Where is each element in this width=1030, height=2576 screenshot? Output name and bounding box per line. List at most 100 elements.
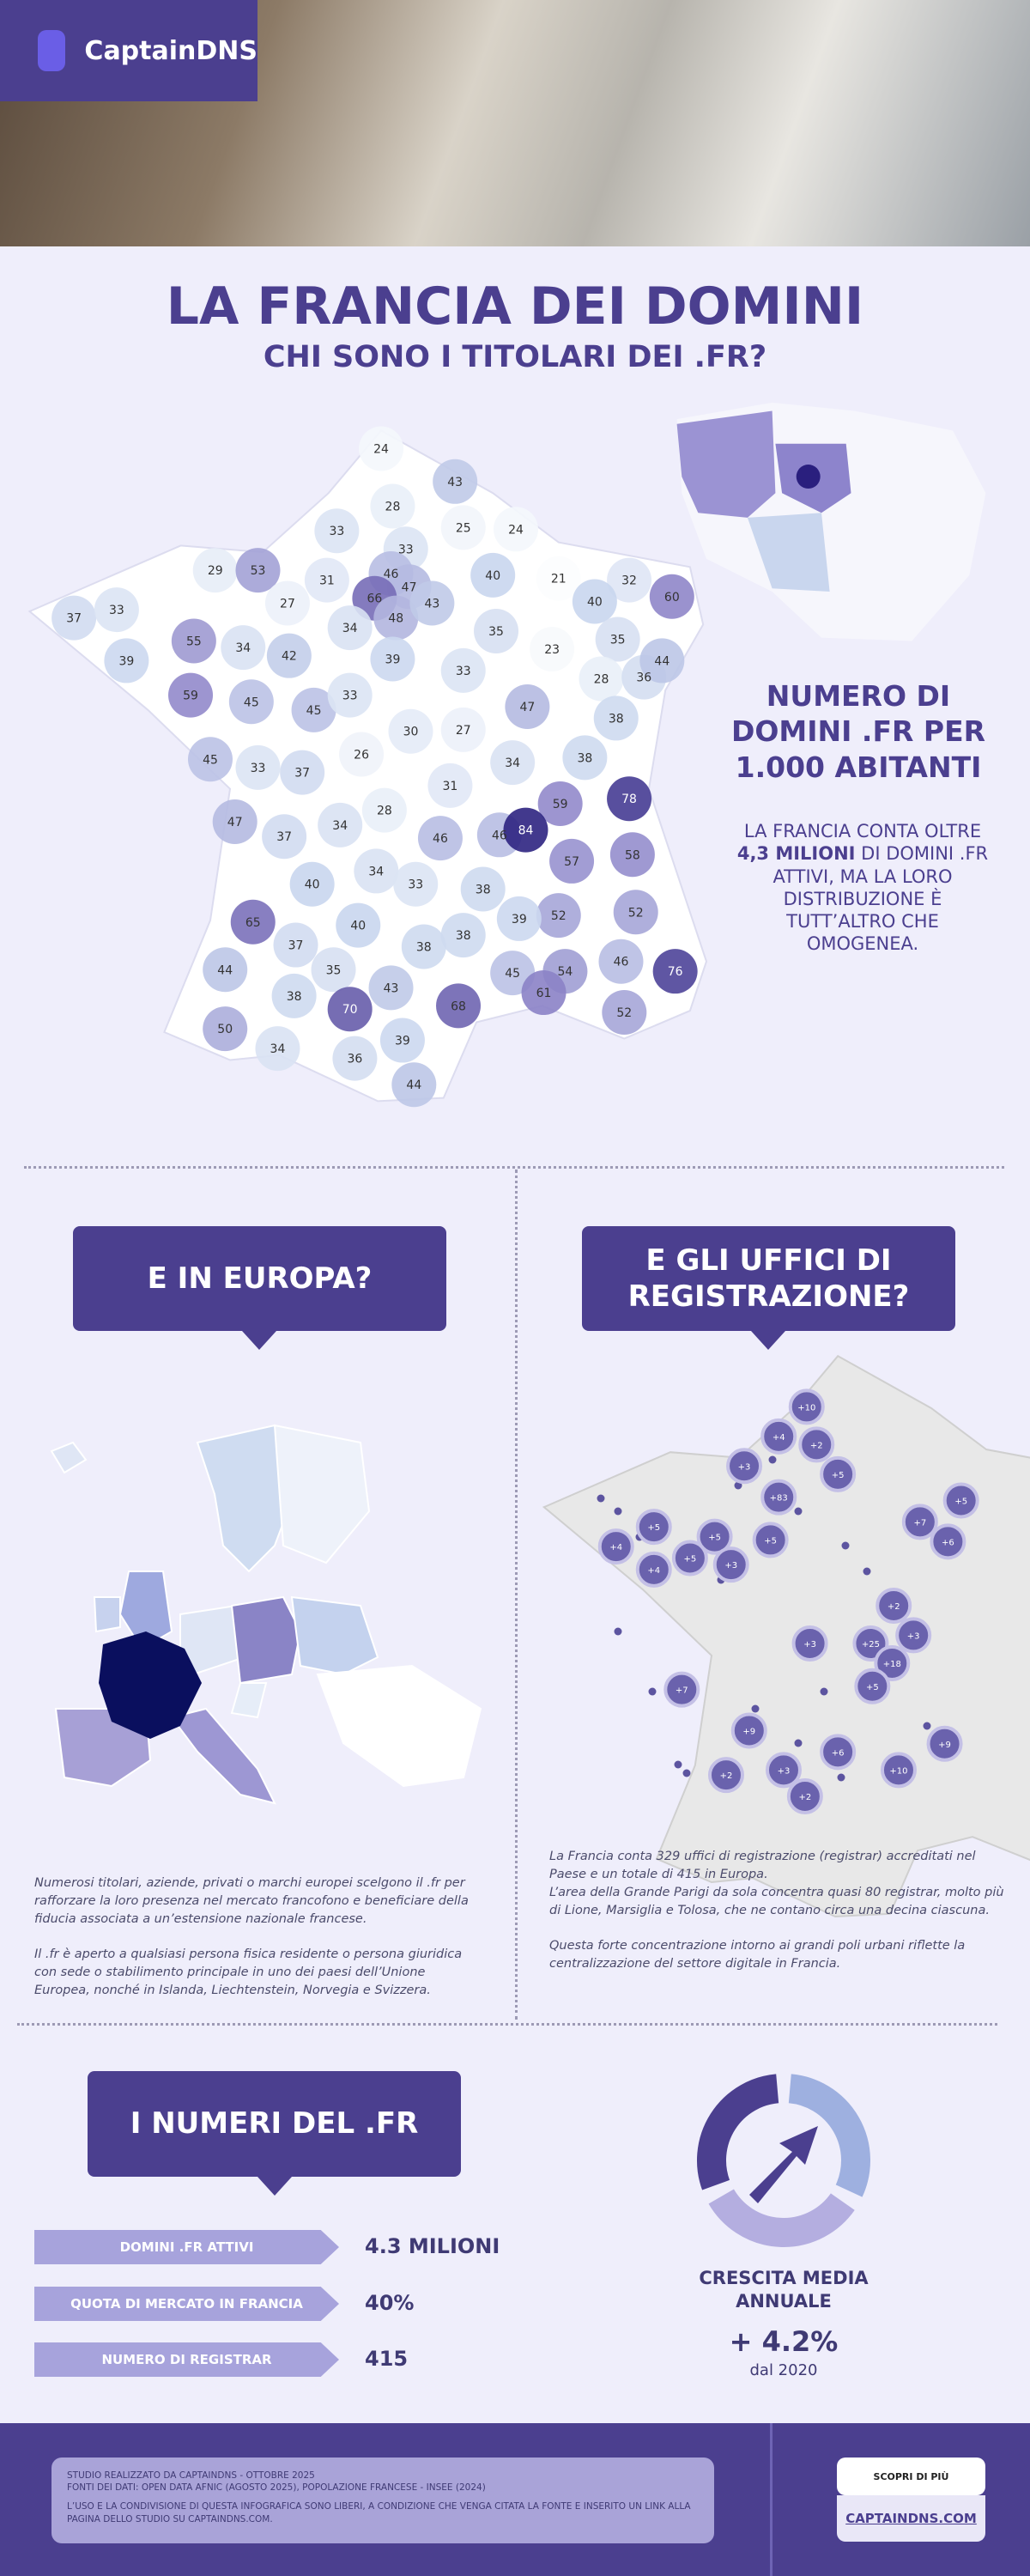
footer-credits: STUDIO REALIZZATO DA CAPTAINDNS - OTTOBR… — [52, 2458, 714, 2543]
department — [212, 799, 258, 844]
registrar-bubble — [820, 1734, 857, 1771]
department-label: 44 — [654, 654, 670, 668]
department — [530, 627, 575, 672]
department — [187, 737, 233, 782]
registrar-bubble-label: +6 — [832, 1748, 845, 1758]
registrar-bubble-label: +3 — [738, 1462, 751, 1472]
registrar-bubble-label: +9 — [938, 1741, 951, 1750]
registrar-dot — [648, 1687, 657, 1696]
department-label: 34 — [235, 641, 251, 655]
footer-line: L’USO E LA CONDIVISIONE DI QUESTA INFOGR… — [67, 2501, 691, 2524]
department-label: 76 — [668, 965, 683, 979]
country — [230, 1682, 268, 1719]
department — [536, 556, 581, 601]
department — [537, 781, 583, 826]
department-label: 40 — [350, 920, 366, 933]
department — [327, 987, 373, 1032]
department — [370, 483, 415, 529]
registrar-bubble — [726, 1448, 763, 1485]
registrar-bubble-label: +3 — [778, 1766, 791, 1776]
row-value: 40% — [365, 2291, 415, 2315]
registrar-dot — [768, 1455, 777, 1464]
department-label: 48 — [388, 612, 403, 626]
department — [332, 1036, 378, 1081]
department-label: 27 — [456, 724, 471, 738]
department — [368, 965, 414, 1011]
registrar-bubble — [707, 1757, 744, 1794]
cta-button[interactable]: SCOPRI DI PIÙ — [837, 2458, 985, 2495]
row-label: DOMINI .FR ATTIVI — [34, 2230, 339, 2264]
europe-text: Numerosi titolari, aziende, privati o ma… — [34, 1874, 481, 2017]
department-label: 68 — [451, 999, 466, 1013]
registrar-bubble — [895, 1617, 932, 1654]
registrar-bubble-label: +10 — [889, 1766, 907, 1776]
europe-heading: E IN EUROPA? — [73, 1226, 446, 1331]
department — [490, 740, 536, 786]
growth-arrow — [749, 2126, 818, 2203]
department — [440, 913, 486, 958]
department — [314, 508, 360, 554]
department-label: 39 — [385, 653, 401, 667]
department — [639, 638, 685, 683]
department — [607, 557, 652, 603]
department-label: 55 — [186, 635, 202, 648]
department — [503, 807, 548, 853]
department — [271, 973, 317, 1018]
country-france — [99, 1631, 202, 1739]
department-label: 28 — [377, 805, 392, 818]
department — [280, 750, 325, 795]
department — [652, 949, 698, 994]
department-label: 60 — [664, 591, 680, 605]
registrar-bubble — [942, 1482, 979, 1519]
paragraph: Numerosi titolari, aziende, privati o ma… — [34, 1876, 469, 1927]
department-label: 34 — [270, 1042, 286, 1056]
registrars-text: La Francia conta 329 uffici di registraz… — [549, 1848, 1004, 1990]
department-label: 65 — [245, 916, 261, 930]
logo[interactable]: CaptainDNS — [0, 0, 258, 101]
registrar-bubble-label: +2 — [798, 1793, 811, 1802]
department-label: 28 — [385, 501, 401, 514]
department — [203, 1006, 248, 1052]
registrar-bubble-label: +5 — [954, 1497, 967, 1506]
country — [170, 1707, 276, 1805]
registrar-dot — [674, 1760, 682, 1769]
registrar-dot — [837, 1773, 845, 1782]
site-link[interactable]: CAPTAINDNS.COM — [837, 2495, 985, 2542]
registrar-bubble-label: +4 — [609, 1543, 622, 1552]
department-label: 34 — [505, 756, 520, 770]
divider — [24, 1166, 1004, 1169]
department-label: 33 — [456, 665, 471, 678]
department-label: 38 — [577, 751, 592, 765]
registrar-dot — [863, 1567, 871, 1576]
registrar-bubble — [760, 1418, 797, 1455]
department — [354, 848, 399, 894]
paris-inset-area — [747, 513, 830, 592]
department — [549, 838, 595, 884]
department-label: 52 — [616, 1006, 632, 1020]
department-label: 38 — [287, 990, 302, 1004]
department — [304, 557, 349, 603]
department-label: 50 — [217, 1023, 233, 1036]
department-label: 40 — [485, 569, 500, 583]
department-label: 35 — [488, 625, 504, 639]
department — [273, 922, 318, 968]
department-label: 46 — [384, 568, 399, 581]
department — [171, 618, 216, 664]
department-label: 78 — [621, 793, 637, 806]
department-label: 37 — [288, 939, 304, 953]
department — [291, 687, 336, 732]
department — [536, 893, 581, 939]
country — [230, 1595, 302, 1685]
registrar-dot — [841, 1541, 850, 1550]
department — [649, 574, 694, 619]
department — [572, 579, 617, 624]
registrar-dot — [597, 1494, 605, 1503]
department — [327, 672, 373, 718]
growth-value: + 4.2% — [729, 2325, 839, 2358]
department-label: 26 — [354, 749, 369, 762]
department — [440, 647, 486, 693]
department-label: 36 — [348, 1053, 363, 1066]
department — [370, 636, 415, 682]
department-label: 36 — [636, 671, 651, 685]
